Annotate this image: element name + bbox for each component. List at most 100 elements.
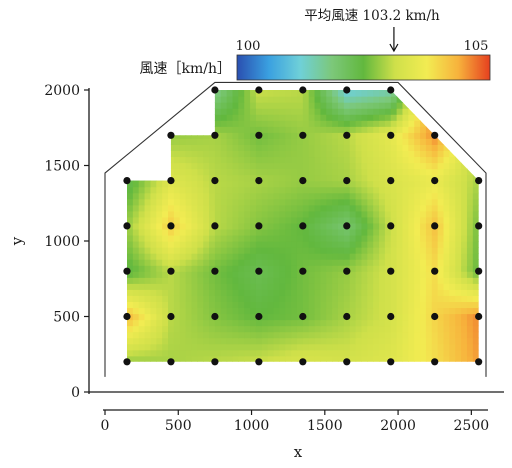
heatmap-cell — [232, 283, 239, 290]
heatmap-cell — [285, 301, 292, 309]
heatmap-cell — [373, 253, 380, 260]
heatmap-cell — [437, 114, 445, 121]
heatmap-cell — [326, 120, 333, 127]
heatmap-cell — [244, 271, 251, 278]
heatmap-cell — [285, 126, 292, 133]
heatmap-cell — [308, 138, 316, 145]
heatmap-cell — [296, 253, 304, 260]
heatmap-cell — [466, 271, 474, 278]
heatmap-cell — [197, 102, 204, 109]
heatmap-cell — [349, 180, 357, 188]
heatmap-cell — [396, 120, 404, 127]
heatmap-cell — [414, 144, 421, 151]
heatmap-cell — [420, 313, 427, 321]
measurement-point — [475, 358, 483, 366]
heatmap-cell — [261, 277, 269, 284]
heatmap-cell — [390, 138, 398, 145]
heatmap-cell — [355, 228, 363, 236]
heatmap-cell — [466, 204, 474, 212]
heatmap-cell — [150, 144, 157, 151]
heatmap-cell — [314, 313, 322, 321]
heatmap-cell — [144, 271, 152, 278]
heatmap-cell — [138, 186, 146, 194]
heatmap-cell — [402, 216, 409, 224]
heatmap-cell — [203, 126, 210, 133]
heatmap-cell — [461, 126, 468, 133]
heatmap-cell — [308, 325, 316, 333]
heatmap-cell — [209, 337, 216, 345]
heatmap-cell — [162, 228, 169, 236]
x-tick-label: 0 — [101, 418, 110, 434]
heatmap-cell — [279, 234, 286, 242]
heatmap-cell — [455, 156, 462, 164]
heatmap-cell — [420, 174, 427, 182]
heatmap-cell — [156, 277, 163, 284]
y-tick-label: 1000 — [44, 234, 80, 250]
heatmap-cell — [214, 301, 222, 309]
heatmap-cell — [273, 234, 280, 242]
heatmap-cell — [343, 301, 351, 309]
heatmap-cell — [226, 90, 234, 97]
heatmap-cell — [332, 204, 339, 212]
measurement-point — [211, 222, 219, 230]
heatmap-cell — [337, 180, 345, 188]
heatmap-cell — [185, 138, 193, 145]
heatmap-cell — [314, 241, 322, 248]
heatmap-cell — [244, 337, 251, 345]
heatmap-cell — [472, 120, 479, 127]
heatmap-cell — [244, 265, 251, 272]
heatmap-cell — [349, 192, 357, 200]
heatmap-cell — [461, 319, 468, 327]
heatmap-cell — [144, 204, 152, 212]
heatmap-cell — [449, 126, 456, 133]
heatmap-cell — [373, 337, 380, 345]
heatmap-cell — [472, 343, 479, 351]
heatmap-cell — [390, 265, 398, 272]
heatmap-cell — [273, 307, 280, 315]
heatmap-cell — [367, 108, 374, 115]
heatmap-cell — [291, 247, 298, 254]
heatmap-cell — [472, 234, 479, 242]
heatmap-cell — [197, 168, 204, 176]
heatmap-cell — [197, 241, 204, 248]
heatmap-cell — [337, 301, 345, 309]
heatmap-cell — [191, 241, 198, 248]
heatmap-cell — [367, 277, 374, 284]
heatmap-cell — [384, 180, 392, 188]
heatmap-cell — [449, 301, 456, 309]
heatmap-cell — [355, 180, 363, 188]
heatmap-cell — [285, 138, 292, 145]
heatmap-cell — [408, 180, 415, 188]
heatmap-cell — [414, 265, 421, 272]
heatmap-cell — [420, 168, 427, 176]
heatmap-cell — [185, 313, 193, 321]
heatmap-cell — [156, 289, 163, 296]
heatmap-cell — [373, 204, 380, 212]
heatmap-cell — [349, 150, 357, 158]
heatmap-cell — [302, 301, 310, 309]
heatmap-cell — [320, 156, 327, 164]
heatmap-cell — [261, 343, 269, 351]
heatmap-cell — [162, 108, 169, 115]
heatmap-cell — [396, 325, 404, 333]
heatmap-cell — [244, 168, 251, 176]
heatmap-cell — [150, 337, 157, 345]
heatmap-cell — [373, 150, 380, 158]
heatmap-cell — [255, 234, 263, 242]
heatmap-cell — [179, 228, 187, 236]
heatmap-cell — [226, 186, 234, 194]
heatmap-cell — [156, 265, 163, 272]
heatmap-cell — [273, 138, 280, 145]
heatmap-cell — [425, 271, 433, 278]
heatmap-cell — [291, 144, 298, 151]
heatmap-cell — [425, 307, 433, 315]
heatmap-cell — [226, 349, 234, 357]
heatmap-cell — [437, 216, 445, 224]
heatmap-cell — [197, 96, 204, 103]
heatmap-cell — [384, 355, 392, 362]
heatmap-cell — [191, 108, 198, 115]
heatmap-cell — [314, 343, 322, 351]
heatmap-cell — [425, 247, 433, 254]
heatmap-cell — [296, 349, 304, 357]
